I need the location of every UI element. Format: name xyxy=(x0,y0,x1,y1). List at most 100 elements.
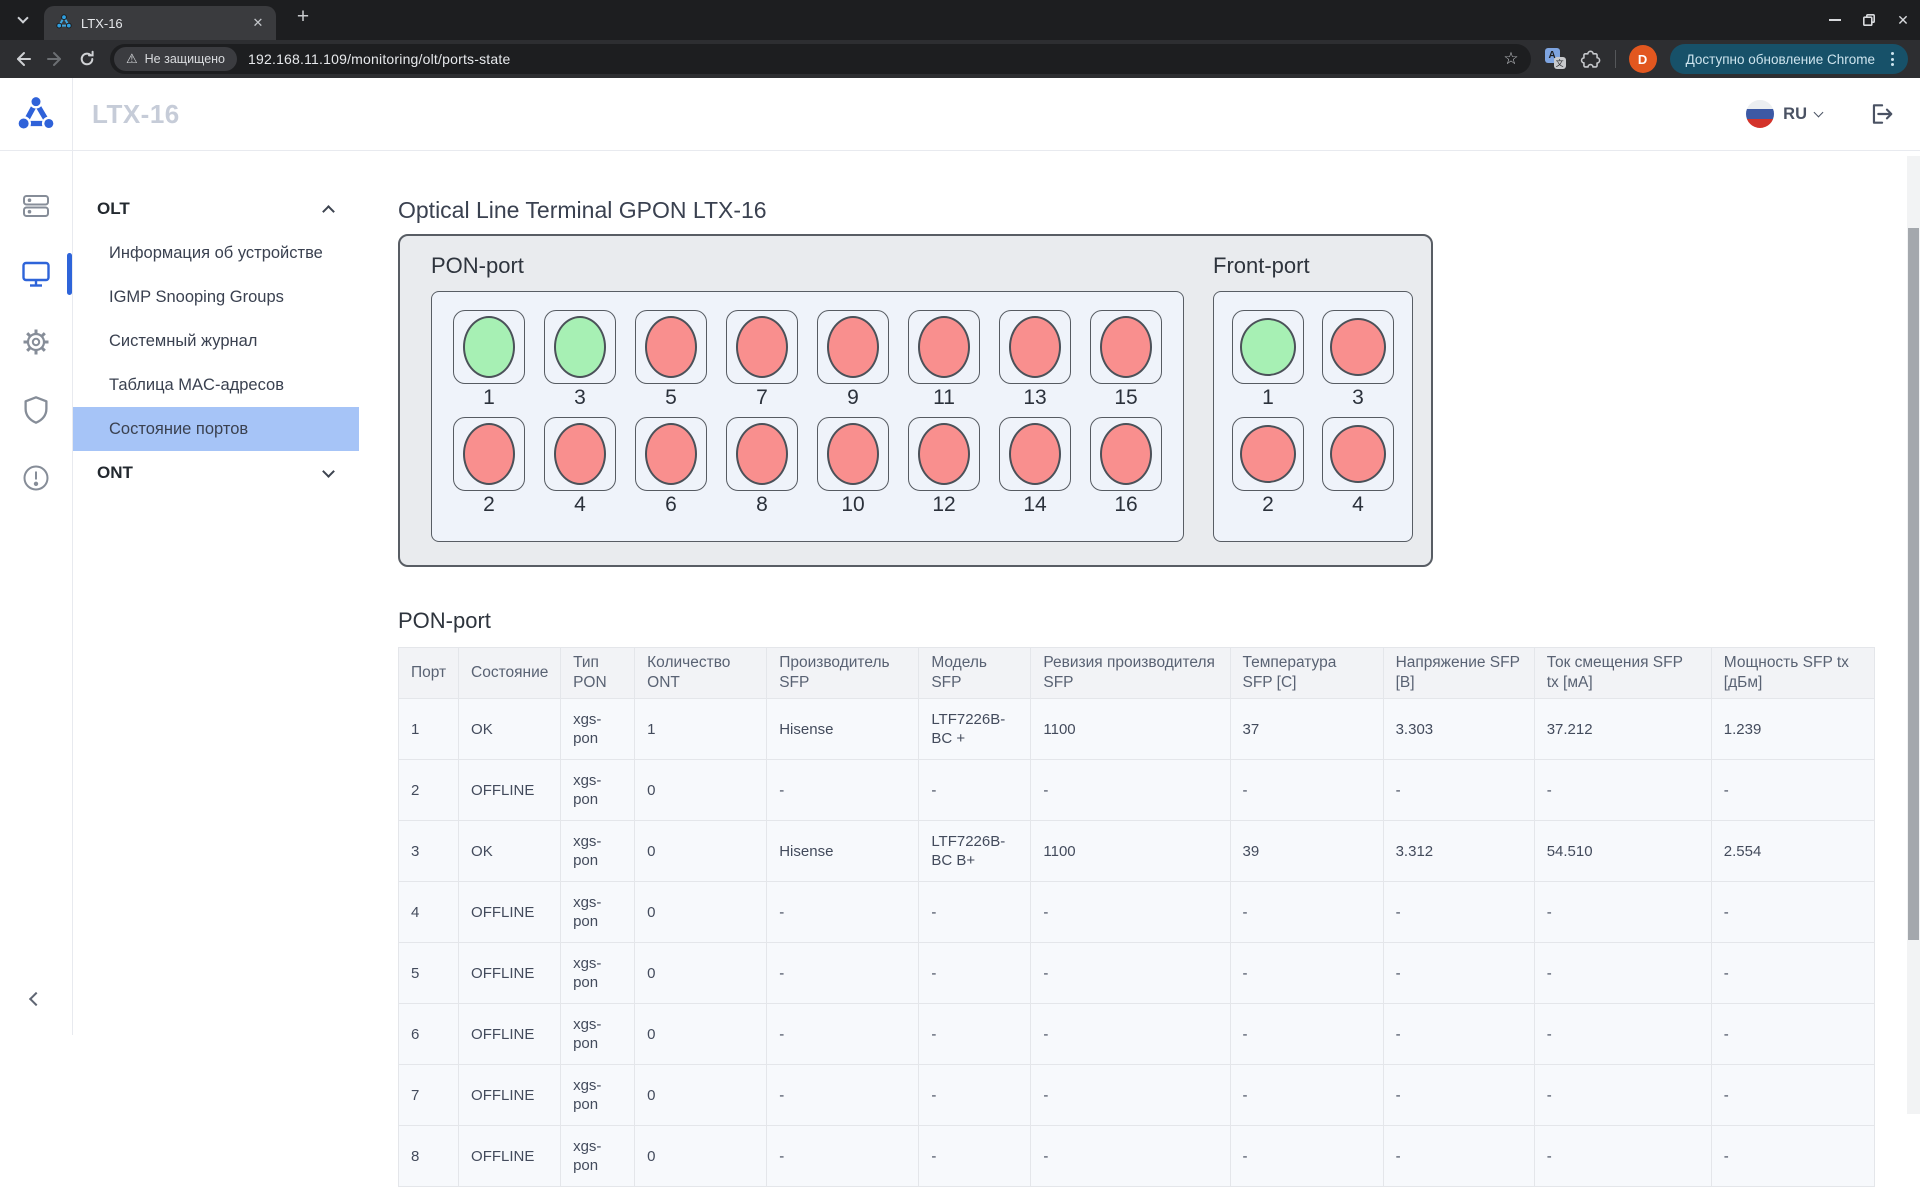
table-row: 2 OFFLINE xgs-pon 0- - - - - - - xyxy=(397,759,1876,821)
bookmark-star-icon[interactable]: ☆ xyxy=(1503,49,1519,69)
table-cell: - xyxy=(1710,881,1876,943)
front-group-label: Front-port xyxy=(1213,253,1310,278)
pon-port-label-5: 5 xyxy=(665,386,677,409)
forward-button[interactable] xyxy=(40,44,70,74)
settings-gear-icon[interactable] xyxy=(21,327,51,357)
table-cell: 0 xyxy=(634,1003,768,1065)
menu-section-olt[interactable]: OLT xyxy=(73,187,359,231)
pon-port-tile-13 xyxy=(999,310,1071,384)
window-close-button[interactable]: ✕ xyxy=(1897,11,1909,28)
page-title: LTX-16 xyxy=(92,98,180,129)
security-shield-icon[interactable] xyxy=(21,395,51,425)
table-cell: 5 xyxy=(397,942,460,1004)
front-port-4: 4 xyxy=(1322,417,1394,517)
address-bar[interactable]: ⚠ Не защищено 192.168.11.109/monitoring/… xyxy=(110,44,1531,74)
profile-avatar[interactable]: D xyxy=(1628,45,1657,73)
language-selector[interactable]: RU xyxy=(1783,104,1807,123)
tab-search-button[interactable] xyxy=(10,7,36,33)
chevron-down-icon[interactable] xyxy=(1813,107,1824,117)
ports-diagram-panel: PON-port 1 3 5 7 9 11 13 15 2 4 6 8 10 12 14 16 Front-p… xyxy=(398,234,1433,567)
pon-ports-table: Порт Состояние Тип PON Количество ONT Произв… xyxy=(397,647,1876,1187)
pon-port-6: 6 xyxy=(635,417,707,517)
url-text: 192.168.11.109/monitoring/olt/ports-stat… xyxy=(248,51,511,67)
front-port-label-3: 3 xyxy=(1352,386,1364,409)
devices-icon[interactable] xyxy=(21,191,51,221)
front-port-led-1-ok xyxy=(1240,318,1296,376)
front-port-tile-2 xyxy=(1232,417,1304,491)
app-body: OLT Информация об устройстве IGMP Snooping… xyxy=(0,151,1920,1187)
table-cell: OFFLINE xyxy=(458,881,562,943)
table-cell: 2 xyxy=(397,759,460,821)
page-scrollbar[interactable] xyxy=(1907,156,1920,1114)
table-row: 4 OFFLINE xgs-pon 0- - - - - - - xyxy=(397,881,1876,943)
pon-port-led-6-offline xyxy=(645,423,697,485)
table-cell: 37 xyxy=(1229,698,1384,760)
pon-port-led-8-offline xyxy=(736,423,788,485)
alerts-icon[interactable] xyxy=(21,463,51,493)
pon-ports-box: 1 3 5 7 9 11 13 15 2 4 6 8 10 12 14 16 xyxy=(431,291,1184,542)
new-tab-button[interactable]: + xyxy=(296,5,310,28)
column-header: Напряжение SFP [В] xyxy=(1382,647,1535,699)
translate-icon[interactable]: A 文 xyxy=(1544,48,1567,70)
pon-port-led-9-offline xyxy=(827,316,879,378)
table-cell: - xyxy=(766,1064,920,1126)
pon-port-led-7-offline xyxy=(736,316,788,378)
pon-port-9: 9 xyxy=(817,310,889,410)
pon-port-14: 14 xyxy=(999,417,1071,517)
menu-item[interactable]: Информация об устройстве xyxy=(109,243,323,262)
menu-section-ont[interactable]: ONT xyxy=(73,451,359,495)
table-cell: - xyxy=(1710,1003,1876,1065)
menu-item[interactable]: Системный журнал xyxy=(109,331,258,350)
extensions-icon[interactable] xyxy=(1580,48,1602,70)
browser-tab[interactable]: LTX-16 ✕ xyxy=(44,6,276,40)
table-cell: - xyxy=(1533,1064,1712,1126)
back-button[interactable] xyxy=(8,44,38,74)
monitoring-icon[interactable] xyxy=(21,259,51,289)
scrollbar-thumb[interactable] xyxy=(1908,228,1919,940)
pon-port-tile-7 xyxy=(726,310,798,384)
table-cell: Hisense xyxy=(766,820,920,882)
table-row: 6 OFFLINE xgs-pon 0- - - - - - - xyxy=(397,1003,1876,1065)
app-logo[interactable] xyxy=(0,78,73,150)
pon-port-tile-6 xyxy=(635,417,707,491)
pon-port-tile-5 xyxy=(635,310,707,384)
table-cell: - xyxy=(766,942,920,1004)
pon-port-led-3-ok xyxy=(554,316,606,378)
table-cell: - xyxy=(1533,881,1712,943)
table-cell: 1100 xyxy=(1030,820,1231,882)
table-cell: OFFLINE xyxy=(458,759,562,821)
table-cell: xgs-pon xyxy=(560,1125,636,1187)
table-cell: - xyxy=(918,1125,1032,1187)
pon-port-11: 11 xyxy=(908,310,980,410)
pon-port-led-13-offline xyxy=(1009,316,1061,378)
table-cell: 4 xyxy=(397,881,460,943)
menu-item[interactable]: Таблица MAC-адресов xyxy=(109,375,284,394)
browser-menu-icon[interactable] xyxy=(1887,52,1898,66)
window-minimize-button[interactable] xyxy=(1818,0,1852,40)
table-cell: 0 xyxy=(634,881,768,943)
table-cell: xgs-pon xyxy=(560,698,636,760)
table-cell: OK xyxy=(458,820,562,882)
front-port-group: Front-port 1 3 2 4 xyxy=(1213,252,1413,542)
menu-item[interactable]: Состояние портов xyxy=(73,407,359,451)
table-cell: - xyxy=(1382,881,1535,943)
pon-port-led-15-offline xyxy=(1100,316,1152,378)
table-cell: xgs-pon xyxy=(560,820,636,882)
menu-item[interactable]: IGMP Snooping Groups xyxy=(109,287,284,306)
pon-port-tile-3 xyxy=(544,310,616,384)
table-cell: - xyxy=(766,759,920,821)
main-content: Optical Line Terminal GPON LTX-16 PON-po… xyxy=(359,151,1920,1187)
pon-port-led-2-offline xyxy=(463,423,515,485)
security-badge-label: Не защищено xyxy=(144,52,226,66)
security-badge[interactable]: ⚠ Не защищено xyxy=(114,47,238,71)
sidebar-collapse-button[interactable] xyxy=(28,991,44,1009)
logout-button[interactable] xyxy=(1868,101,1894,127)
reload-button[interactable] xyxy=(72,44,102,74)
table-cell: xgs-pon xyxy=(560,942,636,1004)
chrome-update-button[interactable]: Доступно обновление Chrome xyxy=(1669,44,1908,74)
window-restore-button[interactable] xyxy=(1852,0,1886,40)
tab-close-icon[interactable]: ✕ xyxy=(252,15,264,30)
table-cell: - xyxy=(1229,759,1384,821)
pon-port-tile-4 xyxy=(544,417,616,491)
table-cell: OK xyxy=(458,698,562,760)
